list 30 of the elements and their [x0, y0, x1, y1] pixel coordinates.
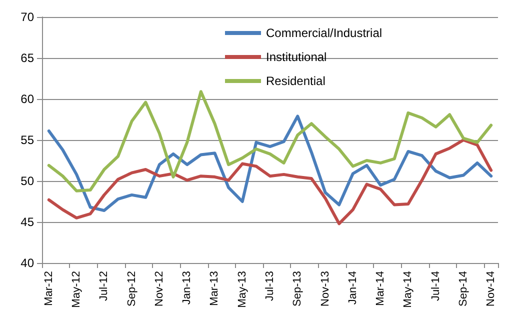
x-tick-label: Mar-14: [374, 271, 387, 306]
x-tick-label: Mar-13: [208, 271, 221, 306]
x-tick-label: Jul-12: [98, 271, 110, 301]
x-tick-label: May-13: [236, 271, 248, 308]
y-tick-label: 70: [20, 10, 34, 24]
y-tick-label: 45: [20, 215, 34, 229]
legend-label: Institutional: [266, 50, 327, 64]
x-tick-label: Nov-14: [485, 271, 498, 306]
x-tick-label: Jan-14: [346, 271, 359, 305]
y-tick-label: 55: [20, 133, 34, 147]
x-tick-label: Nov-12: [153, 271, 166, 306]
y-tick-label: 60: [20, 92, 34, 106]
line-series: [47, 90, 493, 192]
x-tick-label: Jul-13: [264, 271, 276, 301]
line-series: [47, 114, 493, 212]
x-tick-label: Mar-12: [42, 271, 55, 306]
x-tick-label: Jan-13: [181, 271, 194, 305]
legend-label: Residential: [266, 74, 326, 88]
x-tick-label: May-12: [70, 271, 83, 308]
y-tick-label: 50: [20, 174, 34, 188]
x-tick-label: Sep-14: [457, 271, 470, 306]
x-tick-label: Jul-14: [430, 271, 442, 301]
x-tick-label: Sep-13: [292, 271, 304, 306]
x-tick-label: Sep-12: [126, 271, 138, 306]
legend-label: Commercial/Industrial: [266, 26, 382, 40]
y-tick-label: 65: [20, 51, 34, 65]
line-series: [47, 138, 493, 226]
x-tick-label: Nov-13: [319, 271, 332, 306]
x-tick-label: May-14: [402, 271, 414, 308]
y-tick-label: 40: [20, 256, 34, 270]
